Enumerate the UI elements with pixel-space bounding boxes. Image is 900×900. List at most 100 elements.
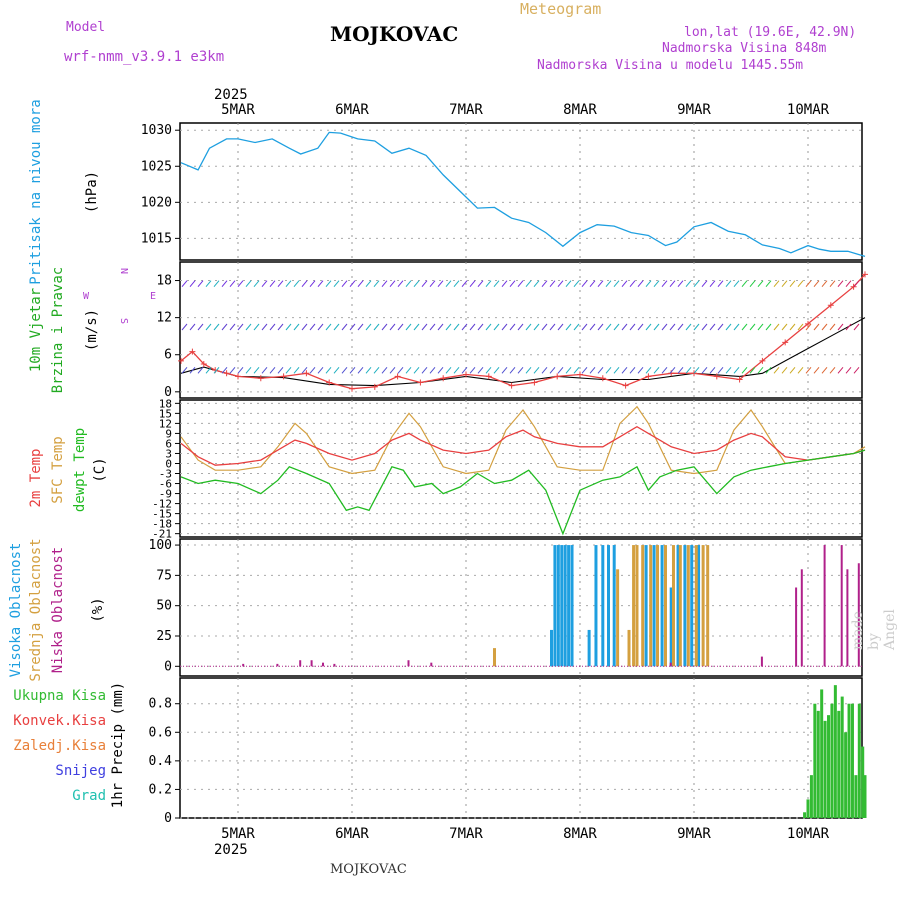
cloud-bar-Srednja (686, 545, 690, 667)
ytick-label-clouds-0: 0 (164, 659, 172, 674)
wind-barb (781, 280, 788, 288)
wind-barb (637, 323, 644, 331)
cloud-ylabel-low: Niska Oblacnost (50, 547, 66, 673)
wind-barb (797, 280, 804, 288)
wind-barb (725, 280, 732, 288)
wind-barb (325, 366, 332, 374)
sfc-temp-line (180, 405, 866, 475)
wind-barb (733, 280, 740, 288)
ytick-label-precip-1: 0.2 (149, 782, 172, 797)
wind-barb (333, 280, 340, 288)
cloud-bar-Niska (276, 663, 279, 667)
wind-speed-marker (326, 379, 333, 386)
wind-barb (853, 366, 860, 374)
cloud-bar-Niska (823, 545, 826, 667)
ytick-label-pressure-1: 1020 (141, 195, 172, 210)
wind-barb (669, 366, 676, 374)
wind-barb (253, 366, 260, 374)
cloud-ylabel-high: Visoka Oblacnost (8, 543, 24, 678)
wind-barb (749, 323, 756, 331)
wind-barb (797, 366, 804, 374)
wind-barb (813, 323, 820, 331)
wind-barb (581, 280, 588, 288)
bottom-day-label-3: 8MAR (563, 826, 597, 842)
cloud-bar-Srednja (656, 545, 660, 667)
wind-barb (205, 280, 212, 288)
wind-barb (397, 366, 404, 374)
wind-speed-marker (713, 373, 720, 380)
top-day-label-0: 5MAR (221, 102, 255, 118)
precip-bar (813, 703, 817, 818)
wind-barb (741, 366, 748, 374)
wind-barb (565, 366, 572, 374)
wind-unit-label: (m/s) (84, 309, 100, 351)
wind-barb (733, 366, 740, 374)
bottom-day-label-5: 10MAR (787, 826, 830, 842)
wind-barb (765, 280, 772, 288)
wind-barb (789, 366, 796, 374)
wind-barb (589, 280, 596, 288)
wind-barb (517, 323, 524, 331)
wind-barb (413, 366, 420, 374)
wind-barb (693, 280, 700, 288)
wind-barb (197, 366, 204, 374)
wind-barb (293, 323, 300, 331)
wind-barb (253, 323, 260, 331)
wind-barb (677, 366, 684, 374)
ytick-label-temperature-7: 0 (165, 457, 172, 470)
precip-bar (816, 710, 820, 818)
precip-bar (861, 746, 865, 818)
cloud-bar-Niska (760, 656, 763, 667)
wind-barb-row-0 (181, 280, 860, 288)
wind-speed-marker (691, 370, 697, 377)
wind-barb (181, 280, 188, 288)
cloud-bar-Visoka (556, 545, 560, 667)
wind-barb (557, 280, 564, 288)
wind-barb (269, 323, 276, 331)
wind-speed-marker (736, 376, 743, 383)
footer-station: MOJKOVAC (330, 862, 407, 877)
top-day-label-1: 6MAR (335, 102, 369, 118)
bottom-day-label-2: 7MAR (449, 826, 483, 842)
wind-barb (453, 323, 460, 331)
cloud-bar-Visoka (652, 545, 656, 667)
elevation-label: Nadmorska Visina 848m (662, 41, 827, 56)
wind-barb (229, 280, 236, 288)
ytick-label-precip-2: 0.4 (149, 754, 173, 769)
wind-barb (333, 323, 340, 331)
wind-barb (429, 323, 436, 331)
wind-speed-marker (235, 373, 241, 380)
wind-barb (397, 323, 404, 331)
cloud-bar-Srednja (671, 545, 675, 667)
wind-barb (237, 280, 244, 288)
wind-barb (573, 323, 580, 331)
precip-bar (854, 775, 858, 818)
precip-bar (840, 696, 844, 818)
wind-barb (821, 366, 828, 374)
wind-barb (621, 366, 628, 374)
wind-barb (293, 280, 300, 288)
wind-barb (533, 280, 540, 288)
wind-barb (613, 366, 620, 374)
wind-barb (421, 280, 428, 288)
cloud-bar-Srednja (627, 629, 631, 667)
wind-barb (453, 280, 460, 288)
wind-speed-marker (554, 373, 561, 380)
wind-barb (333, 366, 340, 374)
wind-barb (301, 366, 308, 374)
wind-barb (685, 280, 692, 288)
precip-bar (820, 689, 824, 818)
wind-barb (261, 280, 268, 288)
wind-barb (501, 280, 508, 288)
wind-barb (821, 323, 828, 331)
wind-barb (309, 323, 316, 331)
precip-bar (844, 732, 848, 818)
wind-barb (525, 366, 532, 374)
cloud-bar-Srednja (701, 545, 705, 667)
ytick-label-temperature-4: -9 (159, 488, 172, 501)
cloud-ylabel-mid: Srednja Oblacnost (28, 538, 44, 681)
cloud-bar-Srednja (706, 545, 710, 667)
wind-legend-n: N (118, 268, 129, 274)
wind-barb (381, 323, 388, 331)
wind-barb (277, 280, 284, 288)
